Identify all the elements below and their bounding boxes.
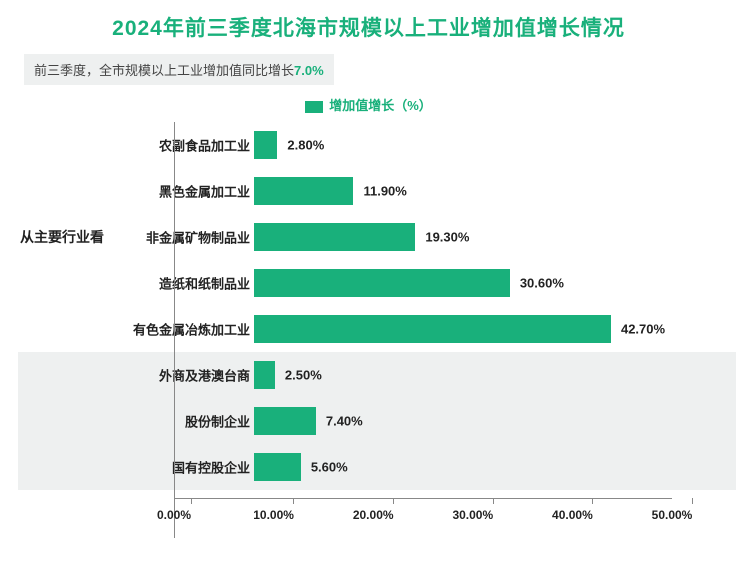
subtitle-box: 前三季度，全市规模以上工业增加值同比增长7.0% (24, 54, 334, 85)
value-label: 2.50% (285, 368, 322, 383)
category-label: 国有控股企业 (172, 458, 250, 477)
bar-track: 42.70% (254, 315, 672, 343)
bars-wrap: 农副食品加工业 2.80% 黑色金属加工业 11.90% 非金属矿物制品业 19.30% 造… (112, 122, 722, 502)
value-label: 7.40% (326, 414, 363, 429)
bar-track: 2.80% (254, 131, 672, 159)
bar-row: 外商及港澳台商 2.50% (112, 352, 722, 398)
x-tick: 50.00% (672, 498, 713, 522)
value-label: 2.80% (287, 138, 324, 153)
category-label: 非金属矿物制品业 (146, 228, 250, 247)
bar-row: 农副食品加工业 2.80% (112, 122, 722, 168)
tick-label: 20.00% (353, 508, 394, 522)
x-tick: 30.00% (473, 498, 514, 522)
category-label: 黑色金属加工业 (159, 182, 250, 201)
bar-row: 黑色金属加工业 11.90% (112, 168, 722, 214)
bar (254, 131, 277, 159)
x-tick: 20.00% (373, 498, 414, 522)
x-axis: 0.00%10.00%20.00%30.00%40.00%50.00% (174, 498, 672, 538)
value-label: 11.90% (363, 184, 406, 199)
category-label: 农副食品加工业 (159, 136, 250, 155)
chart-container: 2024年前三季度北海市规模以上工业增加值增长情况 前三季度，全市规模以上工业增… (0, 0, 737, 579)
bar-track: 30.60% (254, 269, 672, 297)
tick-mark (393, 498, 394, 504)
bar (254, 361, 275, 389)
tick-mark (592, 498, 593, 504)
bar-track: 5.60% (254, 453, 672, 481)
bar-track: 2.50% (254, 361, 672, 389)
bar (254, 269, 510, 297)
tick-mark (191, 498, 192, 504)
category-label: 有色金属冶炼加工业 (133, 320, 250, 339)
bar (254, 453, 301, 481)
tick-label: 40.00% (552, 508, 593, 522)
bar (254, 407, 316, 435)
tick-mark (293, 498, 294, 504)
chart-title: 2024年前三季度北海市规模以上工业增加值增长情况 (18, 12, 719, 42)
bar-track: 7.40% (254, 407, 672, 435)
category-label: 造纸和纸制品业 (159, 274, 250, 293)
x-tick: 40.00% (572, 498, 613, 522)
value-label: 19.30% (425, 230, 469, 245)
plot-area: 从主要行业看从经济类型看 农副食品加工业2.80%黑色金属加工业11.90%非金… (32, 122, 722, 542)
x-tick: 10.00% (274, 498, 315, 522)
bar-track: 19.30% (254, 223, 672, 251)
value-label: 42.70% (621, 322, 665, 337)
bar-row: 有色金属冶炼加工业 42.70% (112, 306, 722, 352)
x-tick: 0.00% (174, 498, 208, 522)
legend-swatch (305, 101, 323, 113)
tick-label: 0.00% (157, 508, 191, 522)
tick-mark (493, 498, 494, 504)
legend-label: 增加值增长（%） (329, 98, 432, 113)
bar (254, 177, 353, 205)
tick-label: 30.00% (452, 508, 493, 522)
bar-row: 国有控股企业 5.60% (112, 444, 722, 490)
subtitle-prefix: 前三季度，全市规模以上工业增加值同比增长 (34, 63, 294, 78)
bar-track: 11.90% (254, 177, 672, 205)
y-axis-line (174, 122, 175, 538)
value-label: 5.60% (311, 460, 348, 475)
tick-mark (692, 498, 693, 504)
category-label: 外商及港澳台商 (159, 366, 250, 385)
bar (254, 223, 415, 251)
bar-row: 股份制企业 7.40% (112, 398, 722, 444)
group-label: 从主要行业看 (20, 227, 104, 247)
bar-row: 非金属矿物制品业 19.30% (112, 214, 722, 260)
subtitle-highlight: 7.0% (294, 63, 324, 78)
legend: 增加值增长（%） (18, 95, 719, 114)
bar-row: 造纸和纸制品业 30.60% (112, 260, 722, 306)
category-label: 股份制企业 (185, 412, 250, 431)
tick-label: 10.00% (253, 508, 294, 522)
value-label: 30.60% (520, 276, 564, 291)
tick-label: 50.00% (652, 508, 693, 522)
bar (254, 315, 611, 343)
